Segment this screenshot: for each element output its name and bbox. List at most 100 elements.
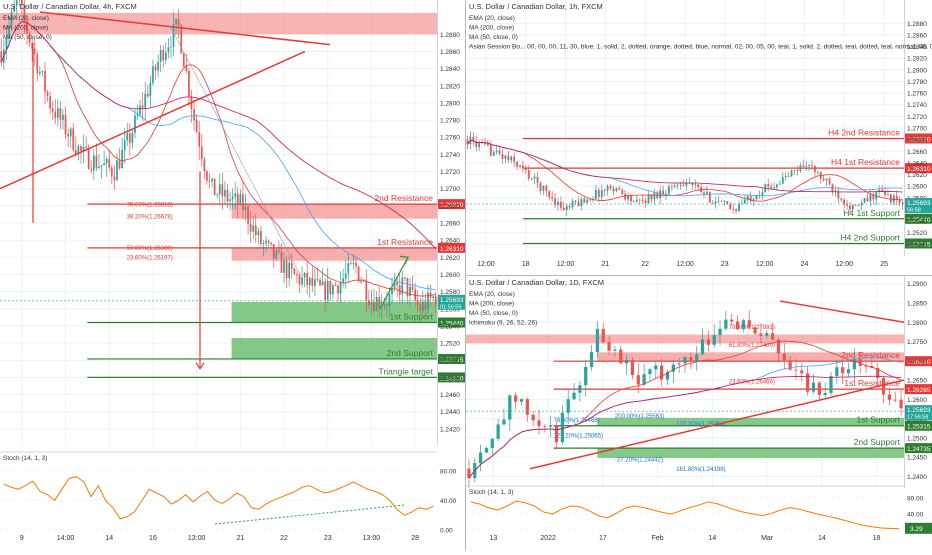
candle-body <box>296 274 298 276</box>
candle-body <box>548 191 551 198</box>
candle-body <box>580 198 583 207</box>
level-label: H4 1st Resistance <box>831 157 900 167</box>
candle-body <box>759 333 763 336</box>
indicator-label: MA (200, close) <box>469 25 514 32</box>
candle-body <box>337 285 339 294</box>
y-tick-label: 1.2800 <box>907 67 927 74</box>
candle-body <box>231 196 234 200</box>
candle-body <box>703 192 705 195</box>
candle-body <box>806 373 810 392</box>
candle-body <box>288 262 291 279</box>
y-tick-label: 1.2600 <box>907 397 927 404</box>
price-tag-bg <box>438 353 465 364</box>
candle-body <box>432 296 434 298</box>
candle-body <box>478 142 481 148</box>
candle-body <box>761 192 764 196</box>
fib-label: 38.20%(1.26678) <box>127 214 173 220</box>
candle-body <box>531 414 535 421</box>
candle-body <box>386 304 388 306</box>
candle-body <box>625 359 629 364</box>
ema-line <box>0 21 436 297</box>
candle-body <box>872 194 875 200</box>
candle-body <box>85 146 87 148</box>
candle-body <box>414 289 416 301</box>
candle-body <box>586 199 589 203</box>
candle-body <box>635 199 638 202</box>
candle-body <box>802 165 805 167</box>
y-tick-label: 1.2620 <box>440 255 460 262</box>
candle-body <box>849 205 851 210</box>
ema-line <box>467 140 903 202</box>
y-tick-label: 1.2680 <box>440 203 460 210</box>
candle-body <box>475 141 478 148</box>
candle-body <box>700 339 705 355</box>
candle-body <box>383 304 386 306</box>
fib-retrace-line <box>169 25 301 275</box>
candle-body <box>344 273 347 279</box>
y-tick-label: 1.2520 <box>907 230 927 237</box>
candle-body <box>784 176 787 178</box>
current-price-label: 1.25693 <box>907 200 931 207</box>
candle-body <box>770 186 773 189</box>
candle-body <box>554 198 556 206</box>
x-tick-label: 13:00 <box>363 535 381 542</box>
candle-body <box>781 177 784 184</box>
candle-body <box>788 360 792 370</box>
indicator-label: Asian Session Bo... 00, 00, 00, 11, 30, … <box>469 44 932 51</box>
candle-body <box>409 286 411 296</box>
candle-body <box>267 240 270 243</box>
stoch-tick-label: 80.00 <box>907 496 924 503</box>
candle-body <box>492 152 495 156</box>
candle-body <box>630 195 632 202</box>
candle-body <box>139 105 141 115</box>
fib-label: 161.80%(1.24198) <box>676 467 725 473</box>
indicator-label: EMA (20, close) <box>3 15 49 22</box>
candle-body <box>779 183 781 185</box>
candle-body <box>782 353 786 361</box>
candle-body <box>796 169 799 171</box>
x-tick-label: 16 <box>149 535 157 542</box>
candle-body <box>835 367 839 377</box>
resistance-zone <box>231 247 437 261</box>
candle-body <box>350 263 352 264</box>
candle-body <box>314 279 316 286</box>
candle-body <box>683 357 687 364</box>
price-tag-bg <box>438 199 465 210</box>
candle-body <box>840 198 843 200</box>
y-tick-label: 1.2720 <box>440 169 460 176</box>
candle-body <box>735 321 740 330</box>
candle-body <box>516 161 518 167</box>
candle-body <box>793 169 796 171</box>
candle-body <box>23 5 26 21</box>
bullish-arrowhead <box>399 255 409 265</box>
candle-body <box>755 195 758 200</box>
candle-body <box>846 369 851 374</box>
candle-body <box>650 194 653 200</box>
candle-body <box>607 342 611 351</box>
price-tag-label: 1.24800 <box>440 375 464 382</box>
resistance-zone <box>0 12 437 35</box>
countdown-label: 56:58 <box>907 208 921 214</box>
candle-body <box>172 24 175 47</box>
candle-body <box>298 275 301 285</box>
candle-body <box>113 176 116 181</box>
candle-body <box>396 282 399 286</box>
candle-body <box>424 301 427 310</box>
candle-body <box>234 193 237 197</box>
candle-body <box>200 146 203 160</box>
candle-body <box>334 285 337 286</box>
candle-body <box>800 370 804 374</box>
candle-body <box>595 189 597 200</box>
candle-body <box>724 319 728 329</box>
candle-body <box>735 209 737 212</box>
candle-body <box>799 165 802 171</box>
fib-label: -27.20%(1.24442) <box>615 457 663 463</box>
candle-body <box>5 38 8 50</box>
candle-body <box>738 203 740 212</box>
candle-body <box>378 297 381 308</box>
candle-body <box>633 201 635 203</box>
candle-body <box>95 155 98 168</box>
y-tick-label: 1.2900 <box>907 281 927 288</box>
candle-body <box>726 201 729 204</box>
